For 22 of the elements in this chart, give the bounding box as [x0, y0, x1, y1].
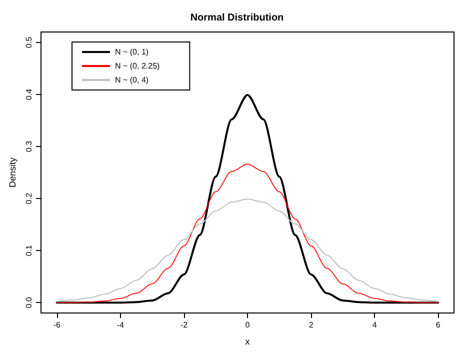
x-tick-label: -6 — [53, 320, 61, 330]
x-tick-label: 2 — [308, 320, 314, 330]
x-tick-label: -2 — [180, 320, 188, 330]
y-tick-label: 0.4 — [24, 88, 34, 100]
line-series — [56, 164, 439, 304]
y-tick-label: 0.1 — [24, 244, 34, 256]
y-tick-label: 0.3 — [24, 140, 34, 152]
legend-label: N ~ (0, 2.25) — [115, 62, 160, 70]
line-series — [56, 198, 439, 302]
y-tick-label: 0.5 — [24, 36, 34, 48]
x-tick-label: -4 — [116, 320, 125, 330]
legend-label: N ~ (0, 1) — [115, 48, 149, 56]
y-tick-label: 0.0 — [24, 296, 34, 308]
x-axis-title: x — [245, 336, 250, 346]
y-tick-label: 0.2 — [24, 192, 34, 204]
line-series — [56, 94, 440, 304]
x-tick-label: 6 — [436, 320, 441, 330]
y-axis-title: Density — [8, 157, 18, 188]
x-tick-label: 0 — [245, 320, 250, 330]
chart-title: Normal Distribution — [190, 12, 284, 24]
legend-label: N ~ (0, 4) — [115, 76, 149, 84]
x-tick-label: 4 — [372, 320, 378, 330]
